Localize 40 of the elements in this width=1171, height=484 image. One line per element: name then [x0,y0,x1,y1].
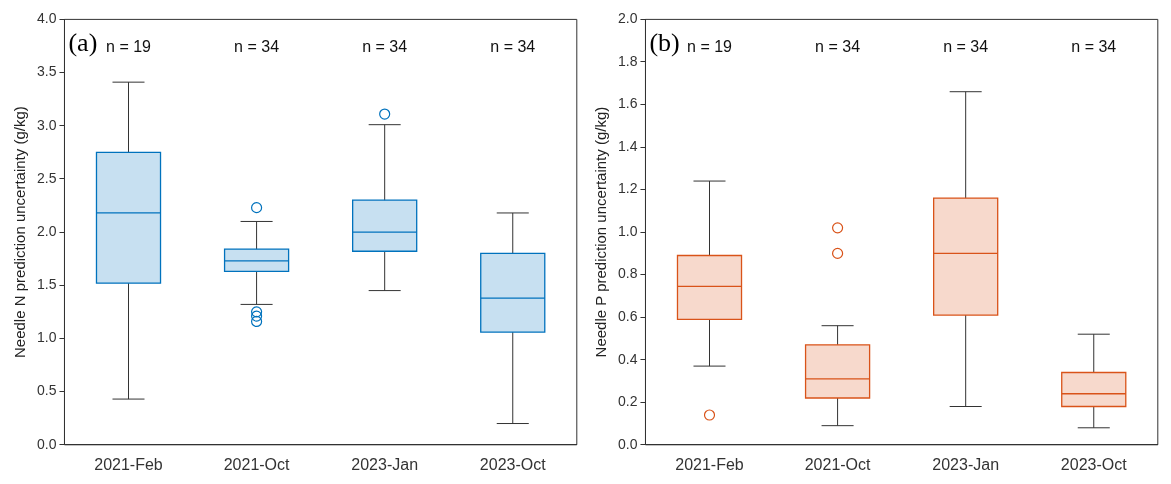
annotation: n = 34 [1071,37,1117,55]
y-tick-label: 1.6 [617,95,638,112]
y-tick-label: 3.5 [36,63,57,80]
y-tick-label: 1.2 [617,180,638,197]
y-tick-label: 2.5 [36,169,57,186]
y-axis-title: Needle P prediction uncertainty (g/kg) [592,106,610,358]
y-tick-label: 4.0 [36,10,57,27]
annotation: n = 19 [687,37,733,55]
annotation: n = 19 [106,37,152,55]
y-tick-label: 1.8 [617,52,638,69]
x-tick-label: 2021-Oct [804,455,872,473]
y-tick-label: 2.0 [617,10,638,27]
y-tick-label: 0.2 [617,393,638,410]
x-tick-label: 2021-Feb [94,455,163,473]
y-tick-label: 1.5 [36,276,57,293]
y-tick-label: 0.0 [36,435,57,452]
annotation: n = 34 [815,37,861,55]
x-tick-label: 2023-Oct [1060,455,1128,473]
x-tick-label: 2021-Oct [223,455,291,473]
y-tick-label: 3.0 [36,116,57,133]
annotation: n = 34 [362,37,408,55]
x-tick-label: 2023-Jan [351,455,419,473]
annotation: n = 34 [234,37,280,55]
y-tick-label: 0.4 [617,350,638,367]
x-tick-label: 2023-Jan [932,455,1000,473]
annotation: n = 34 [490,37,536,55]
x-tick-label: 2021-Feb [675,455,744,473]
y-axis-title: Needle N prediction uncertainty (g/kg) [11,106,29,358]
y-tick-label: 1.4 [617,137,638,154]
y-tick-label: 0.5 [36,382,57,399]
x-tick-label: 2023-Oct [479,455,547,473]
annotation: (a) [68,28,98,58]
annotation: n = 34 [943,37,989,55]
y-tick-label: 1.0 [617,222,638,239]
y-tick-label: 2.0 [36,222,57,239]
annotation: (b) [649,28,680,58]
y-tick-label: 1.0 [36,329,57,346]
y-tick-label: 0.6 [617,308,638,325]
y-tick-label: 0.8 [617,265,638,282]
y-tick-label: 0.0 [617,435,638,452]
